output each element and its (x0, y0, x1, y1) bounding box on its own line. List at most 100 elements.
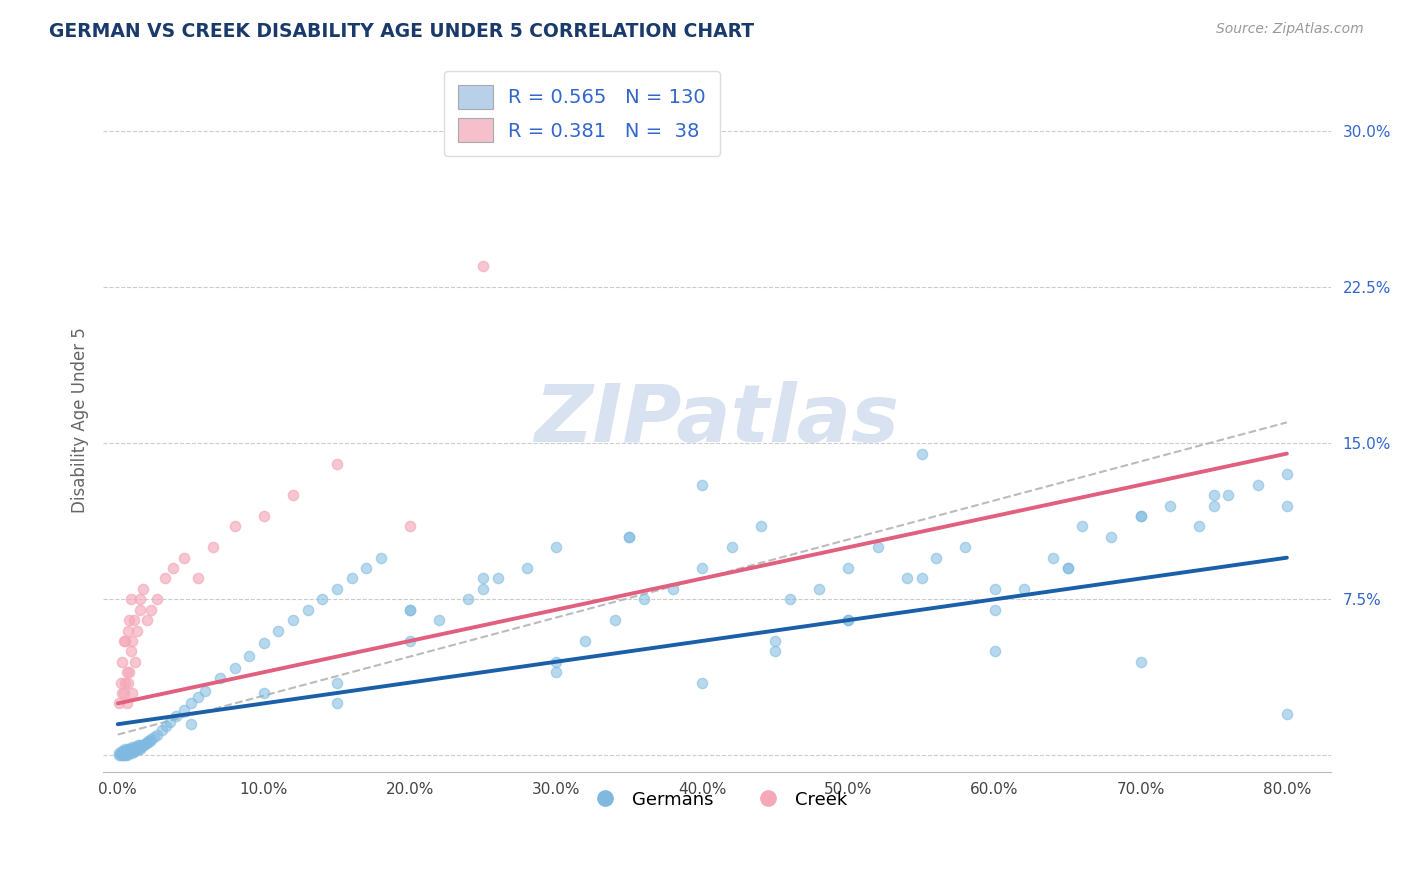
Point (187, 572, 209, 586)
Point (114, 742, 136, 756)
Point (136, 613, 159, 627)
Point (117, 744, 139, 758)
Point (1159, 499, 1181, 513)
Point (399, 603, 422, 617)
Point (165, 709, 187, 723)
Point (111, 744, 134, 758)
Point (427, 613, 450, 627)
Point (837, 613, 859, 627)
Point (114, 747, 136, 761)
Point (340, 572, 363, 586)
Point (472, 582, 495, 596)
Point (114, 675, 136, 690)
Point (129, 740, 152, 755)
Point (472, 260, 495, 274)
Point (399, 519, 422, 533)
Point (297, 603, 319, 617)
Point (253, 509, 276, 524)
Point (114, 748, 136, 763)
Point (115, 665, 138, 680)
Point (120, 742, 142, 756)
Point (127, 738, 149, 752)
Point (546, 655, 568, 669)
Point (114, 634, 136, 648)
Point (866, 541, 889, 555)
Point (120, 592, 142, 607)
Point (131, 738, 153, 752)
Point (370, 550, 392, 565)
Point (162, 561, 184, 575)
Point (925, 550, 948, 565)
Point (692, 561, 714, 575)
Point (122, 613, 145, 627)
Point (662, 582, 685, 596)
Point (121, 740, 143, 755)
Point (209, 672, 232, 686)
Point (187, 690, 209, 705)
Point (122, 744, 145, 758)
Point (108, 747, 131, 761)
Point (124, 655, 146, 669)
Point (121, 634, 143, 648)
Point (173, 550, 195, 565)
Point (399, 634, 422, 648)
Point (1275, 467, 1298, 482)
Point (720, 541, 742, 555)
Point (1218, 488, 1240, 502)
Point (399, 603, 422, 617)
Point (146, 728, 169, 742)
Point (121, 744, 143, 758)
Point (125, 742, 148, 756)
Point (141, 731, 163, 746)
Point (146, 592, 169, 607)
Point (128, 742, 150, 756)
Legend: Germans, Creek: Germans, Creek (579, 783, 855, 816)
Point (108, 697, 131, 711)
Point (115, 697, 138, 711)
Point (1101, 530, 1123, 544)
Point (117, 624, 139, 638)
Point (808, 582, 831, 596)
Point (692, 675, 714, 690)
Point (253, 636, 276, 650)
Point (1202, 499, 1225, 513)
Point (155, 719, 177, 733)
Point (326, 675, 349, 690)
Point (1129, 655, 1152, 669)
Point (115, 747, 138, 761)
Point (983, 644, 1005, 658)
Point (112, 744, 135, 758)
Point (120, 644, 142, 658)
Point (127, 742, 149, 756)
Point (253, 686, 276, 700)
Point (1129, 509, 1152, 524)
Point (124, 740, 146, 755)
Point (619, 530, 641, 544)
Point (139, 734, 162, 748)
Point (326, 697, 349, 711)
Point (110, 747, 132, 761)
Point (121, 686, 143, 700)
Point (457, 592, 479, 607)
Point (1275, 499, 1298, 513)
Point (692, 478, 714, 492)
Text: Source: ZipAtlas.com: Source: ZipAtlas.com (1216, 22, 1364, 37)
Point (354, 561, 377, 575)
Point (159, 715, 181, 730)
Point (115, 748, 138, 763)
Point (112, 748, 135, 763)
Point (136, 736, 159, 750)
Point (117, 675, 139, 690)
Point (201, 541, 224, 555)
Point (763, 634, 786, 648)
Point (486, 572, 509, 586)
Point (112, 634, 135, 648)
Point (281, 613, 304, 627)
Point (619, 530, 641, 544)
Point (763, 644, 786, 658)
Point (238, 648, 260, 663)
Point (118, 747, 141, 761)
Point (125, 624, 148, 638)
Point (114, 744, 136, 758)
Point (124, 744, 146, 758)
